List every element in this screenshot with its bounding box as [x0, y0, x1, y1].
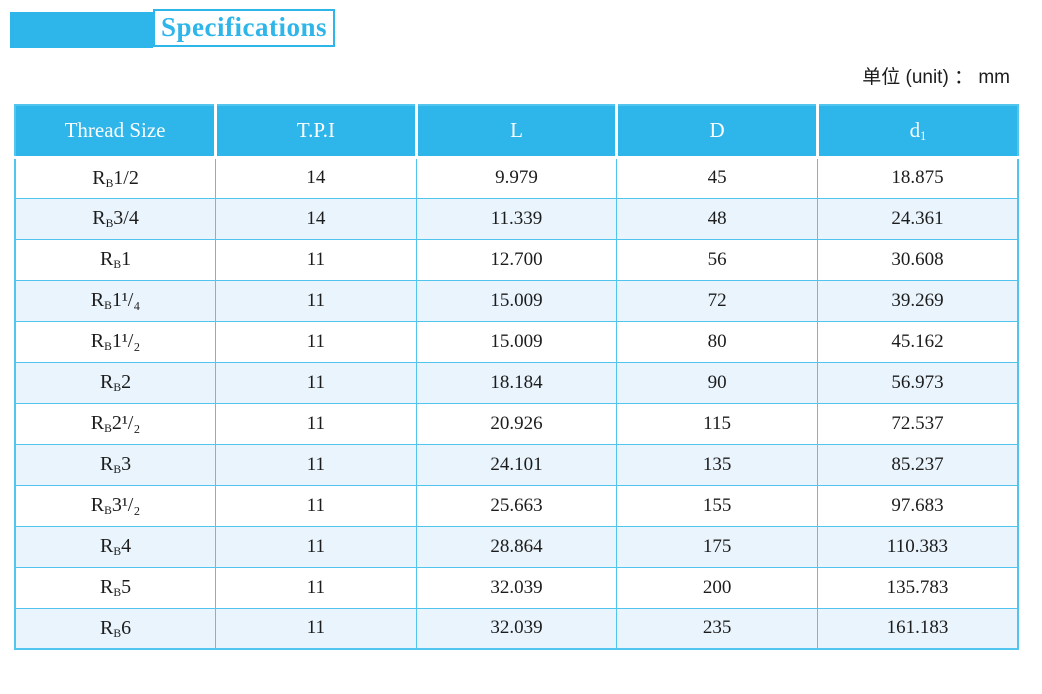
header-cell: d1	[815, 105, 1018, 159]
value-cell: 25.663	[415, 484, 618, 527]
value-cell: 45.162	[816, 320, 1019, 363]
value-cell: 20.926	[415, 402, 618, 445]
value-cell: 235	[616, 607, 818, 650]
value-cell: 11	[215, 566, 417, 609]
value-cell: 15.009	[415, 279, 618, 322]
value-cell: 32.039	[415, 566, 618, 609]
value-cell: 135.783	[816, 566, 1019, 609]
table-row: RB3/4 14 11.339 48 24.361	[14, 197, 1019, 240]
thread-subscript: B	[104, 503, 112, 517]
thread-subscript: B	[113, 380, 122, 394]
title-accent-bar	[10, 12, 153, 48]
value-cell: 56.973	[816, 361, 1019, 404]
table-row: RB4 11 28.864 175 110.383	[14, 525, 1019, 568]
value-cell: 28.864	[415, 525, 618, 568]
value-cell: 45	[616, 156, 818, 199]
table-row: RB2¹/₂ 11 20.926 115 72.537	[14, 402, 1019, 445]
table-row: RB3¹/₂ 11 25.663 155 97.683	[14, 484, 1019, 527]
table-row: RB1 11 12.700 56 30.608	[14, 238, 1019, 281]
thread-subscript: B	[104, 298, 112, 312]
value-cell: 11	[215, 525, 417, 568]
thread-size-cell: RB1	[14, 238, 217, 281]
value-cell: 110.383	[816, 525, 1019, 568]
table-row: RB6 11 32.039 235 161.183	[14, 607, 1019, 650]
value-cell: 11	[215, 484, 417, 527]
value-cell: 30.608	[816, 238, 1019, 281]
value-cell: 11	[215, 320, 417, 363]
header-cell: Thread Size	[15, 105, 216, 159]
value-cell: 72	[616, 279, 818, 322]
thread-subscript: B	[113, 257, 122, 271]
thread-size-cell: RB6	[14, 607, 217, 650]
value-cell: 115	[616, 402, 818, 445]
thread-size-cell: RB2	[14, 361, 217, 404]
title-box: Specifications	[153, 9, 335, 47]
value-cell: 18.184	[415, 361, 618, 404]
unit-label: 单位 (unit) ： mm	[862, 67, 1010, 88]
thread-size-cell: RB5	[14, 566, 217, 609]
thread-subscript: B	[105, 216, 114, 230]
value-cell: 175	[616, 525, 818, 568]
value-cell: 15.009	[415, 320, 618, 363]
page-title: Specifications	[161, 11, 327, 42]
table-row: RB5 11 32.039 200 135.783	[14, 566, 1019, 609]
value-cell: 11	[215, 402, 417, 445]
thread-size-cell: RB1/2	[14, 156, 217, 199]
value-cell: 11	[215, 607, 417, 650]
value-cell: 14	[215, 156, 417, 199]
value-cell: 80	[616, 320, 818, 363]
thread-subscript: B	[104, 339, 112, 353]
thread-subscript: B	[113, 585, 122, 599]
thread-size-cell: RB1¹/₂	[14, 320, 217, 363]
table-row: RB3 11 24.101 135 85.237	[14, 443, 1019, 486]
header-cell: L	[414, 105, 617, 159]
value-cell: 14	[215, 197, 417, 240]
thread-subscript: B	[113, 544, 122, 558]
value-cell: 24.361	[816, 197, 1019, 240]
value-cell: 72.537	[816, 402, 1019, 445]
thread-size-cell: RB3¹/₂	[14, 484, 217, 527]
value-cell: 9.979	[415, 156, 618, 199]
thread-size-cell: RB1¹/₄	[14, 279, 217, 322]
table-row: RB2 11 18.184 90 56.973	[14, 361, 1019, 404]
table-body: RB1/2 14 9.979 45 18.875 RB3/4 14 11.339 48 24.36…	[14, 156, 1019, 650]
value-cell: 48	[616, 197, 818, 240]
value-cell: 11	[215, 238, 417, 281]
value-cell: 11	[215, 443, 417, 486]
thread-subscript: B	[104, 421, 112, 435]
thread-size-cell: RB3/4	[14, 197, 217, 240]
header-cell: T.P.I	[214, 105, 417, 159]
value-cell: 18.875	[816, 156, 1019, 199]
value-cell: 85.237	[816, 443, 1019, 486]
value-cell: 24.101	[415, 443, 618, 486]
value-cell: 39.269	[816, 279, 1019, 322]
value-cell: 11	[215, 361, 417, 404]
thread-size-cell: RB4	[14, 525, 217, 568]
thread-size-cell: RB2¹/₂	[14, 402, 217, 445]
table-row: RB1¹/₂ 11 15.009 80 45.162	[14, 320, 1019, 363]
value-cell: 200	[616, 566, 818, 609]
value-cell: 56	[616, 238, 818, 281]
value-cell: 135	[616, 443, 818, 486]
value-cell: 32.039	[415, 607, 618, 650]
value-cell: 161.183	[816, 607, 1019, 650]
thread-size-cell: RB3	[14, 443, 217, 486]
thread-subscript: B	[105, 176, 114, 190]
value-cell: 11.339	[415, 197, 618, 240]
thread-subscript: B	[113, 462, 122, 476]
value-cell: 90	[616, 361, 818, 404]
header-cell: D	[615, 105, 818, 159]
thread-subscript: B	[113, 626, 122, 640]
table-row: RB1/2 14 9.979 45 18.875	[14, 156, 1019, 199]
header-subscript: 1	[920, 129, 927, 144]
value-cell: 97.683	[816, 484, 1019, 527]
table-row: RB1¹/₄ 11 15.009 72 39.269	[14, 279, 1019, 322]
value-cell: 155	[616, 484, 818, 527]
value-cell: 11	[215, 279, 417, 322]
value-cell: 12.700	[415, 238, 618, 281]
